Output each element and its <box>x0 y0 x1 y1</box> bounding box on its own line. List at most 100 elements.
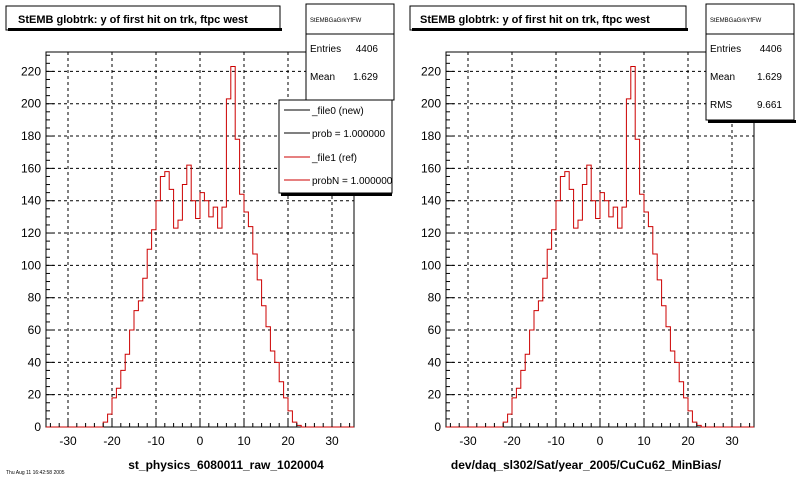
y-tick-label: 140 <box>21 194 41 208</box>
legend-label-file0: _file0 (new) <box>311 106 364 117</box>
panel-left: StEMB globtrk: y of first hit on trk, ft… <box>5 3 395 472</box>
histogram-line <box>46 66 354 428</box>
histogram-bin <box>670 351 674 427</box>
plot-area: -30 -20 -10 0 10 20 30 0 20 40 60 80 100 120 140 160 18… <box>21 51 355 448</box>
histogram-bin <box>125 354 129 427</box>
histogram-bin <box>644 212 648 427</box>
y-tick-label: 200 <box>421 97 441 111</box>
histogram-bin <box>538 301 542 427</box>
y-tick-label: 100 <box>21 258 41 272</box>
x-tick-label: -30 <box>459 434 477 448</box>
y-tick-label: 40 <box>428 355 442 369</box>
x-axis-label: dev/daq_sl302/Sat/year_2005/CuCu62_MinBi… <box>451 458 722 472</box>
histogram-bin <box>622 207 626 427</box>
histogram-bin <box>574 228 578 427</box>
stats-box-name: StEMBGaGrkYfFW <box>710 18 762 24</box>
histogram-bin <box>108 414 112 427</box>
legend-shadow <box>281 193 392 196</box>
legend-label-prob: prob = 1.000000 <box>312 129 386 140</box>
histogram-bin <box>275 362 279 427</box>
histogram-bin <box>560 176 564 427</box>
stats-box-frame <box>305 3 395 101</box>
histogram-bin <box>169 189 173 427</box>
title-box-shadow <box>8 28 282 31</box>
histogram-bin <box>503 422 507 427</box>
histogram-bin <box>565 172 569 427</box>
y-tick-label: 80 <box>428 291 442 305</box>
histogram-bin <box>103 422 107 427</box>
histogram-bin <box>204 201 208 427</box>
stats-box: StEMBGaGrkYfFW Entries 4406 Mean 1.629 <box>305 3 395 101</box>
x-tick-label: 30 <box>325 434 339 448</box>
y-tick-label: 220 <box>421 64 441 78</box>
histogram-bin <box>547 249 551 427</box>
histogram-bin <box>226 99 230 427</box>
y-tick-label: 180 <box>21 129 41 143</box>
stats-entries-value: 4406 <box>760 44 783 55</box>
histogram-bin <box>160 176 164 427</box>
y-tick-label: 60 <box>28 323 42 337</box>
histogram-bin <box>516 388 520 427</box>
grid-lines <box>446 52 754 427</box>
histogram-series <box>46 66 354 428</box>
title-box <box>5 5 281 31</box>
histogram-bin <box>196 218 200 427</box>
y-tick-label: 40 <box>28 355 42 369</box>
histogram-bin <box>253 254 257 427</box>
histogram-bin <box>222 207 226 427</box>
histogram-bin <box>235 139 239 427</box>
histogram-bin <box>675 362 679 427</box>
histogram-bin <box>688 411 692 427</box>
x-tick-label: -10 <box>147 434 165 448</box>
y-tick-label: 200 <box>21 97 41 111</box>
histogram-bin <box>187 165 191 427</box>
x-axis-ticks: -30 -20 -10 0 10 20 30 <box>49 419 351 448</box>
histogram-bin <box>525 354 529 427</box>
histogram-bin <box>112 398 116 427</box>
x-tick-label: 20 <box>681 434 695 448</box>
histogram-bin <box>266 327 270 427</box>
x-tick-label: 0 <box>197 434 204 448</box>
stats-box: StEMBGaGrkYfFW Entries 4406 Mean 1.629 R… <box>705 3 796 123</box>
x-tick-label: -20 <box>103 434 121 448</box>
y-tick-label: 160 <box>21 161 41 175</box>
panel-title: StEMB globtrk: y of first hit on trk, ft… <box>18 14 248 26</box>
stats-entries-value: 4406 <box>356 44 379 55</box>
histogram-bin <box>552 230 556 427</box>
histogram-bin <box>653 254 657 427</box>
x-tick-label: 20 <box>281 434 295 448</box>
footer-timestamp: Thu Aug 11 16:42:58 2005 <box>6 470 65 476</box>
histogram-bin <box>116 388 120 427</box>
x-tick-label: -30 <box>59 434 77 448</box>
histogram-bin <box>178 220 182 427</box>
x-tick-label: 30 <box>725 434 739 448</box>
y-tick-label: 20 <box>28 388 42 402</box>
title-box <box>409 5 687 31</box>
histogram-bin <box>182 185 186 427</box>
histogram-bin <box>218 228 222 427</box>
y-tick-label: 0 <box>434 420 441 434</box>
histogram-bin <box>512 398 516 427</box>
histogram-bin <box>618 228 622 427</box>
histogram-bin <box>582 185 586 427</box>
stats-entries-label: Entries <box>710 44 741 55</box>
y-tick-label: 80 <box>28 291 42 305</box>
legend-label-file1: _file1 (ref) <box>311 153 357 164</box>
histogram-bin <box>591 201 595 427</box>
histogram-bin <box>288 411 292 427</box>
stats-mean-label: Mean <box>310 72 335 83</box>
histogram-bin <box>240 194 244 427</box>
histogram-bin <box>666 327 670 427</box>
histogram-bin <box>587 165 591 427</box>
stats-mean-value: 1.629 <box>757 72 782 83</box>
histogram-bin <box>684 398 688 427</box>
stats-entries-label: Entries <box>310 44 341 55</box>
histogram-bin <box>130 330 134 427</box>
title-box-shadow <box>412 28 688 31</box>
x-tick-label: -20 <box>503 434 521 448</box>
histogram-bin <box>596 218 600 427</box>
stats-rms-label: RMS <box>710 100 733 111</box>
histogram-bin <box>569 189 573 427</box>
